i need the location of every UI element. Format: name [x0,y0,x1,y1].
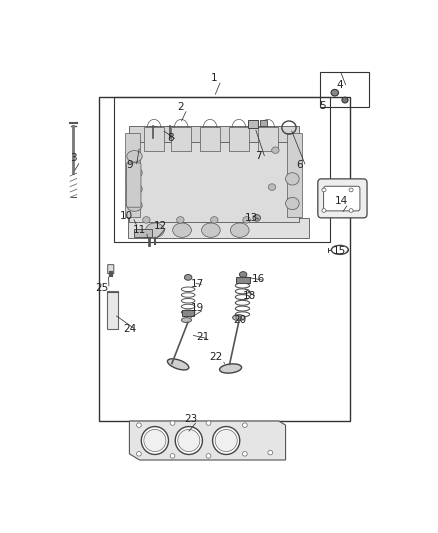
Text: 18: 18 [243,291,257,301]
Text: 23: 23 [184,414,197,424]
Ellipse shape [143,216,150,223]
Ellipse shape [144,430,166,451]
Ellipse shape [349,188,353,192]
Text: 8: 8 [167,133,173,143]
Ellipse shape [230,223,249,237]
FancyBboxPatch shape [324,186,360,211]
Ellipse shape [215,430,237,451]
Ellipse shape [137,451,141,456]
Ellipse shape [268,450,273,455]
Ellipse shape [127,183,142,195]
FancyBboxPatch shape [107,291,118,329]
FancyBboxPatch shape [125,133,140,216]
Ellipse shape [170,454,175,458]
Ellipse shape [272,147,279,154]
Text: 16: 16 [252,274,265,285]
Ellipse shape [342,97,348,103]
Text: 19: 19 [191,303,204,313]
Ellipse shape [170,421,175,425]
Text: 5: 5 [320,101,326,111]
FancyBboxPatch shape [130,125,299,142]
Text: 22: 22 [209,352,223,362]
FancyBboxPatch shape [258,127,278,151]
Ellipse shape [211,216,218,223]
Ellipse shape [175,426,202,455]
Ellipse shape [173,223,191,237]
Ellipse shape [331,90,339,96]
Ellipse shape [206,421,211,425]
Ellipse shape [201,223,220,237]
FancyBboxPatch shape [229,127,249,151]
Text: 14: 14 [335,197,348,206]
Ellipse shape [243,216,250,223]
Text: 7: 7 [255,151,262,161]
FancyBboxPatch shape [286,133,301,216]
Bar [99,97,350,421]
Ellipse shape [240,277,246,281]
Ellipse shape [141,426,169,455]
Text: 17: 17 [191,279,204,288]
FancyBboxPatch shape [127,163,141,207]
FancyBboxPatch shape [108,265,114,273]
Ellipse shape [206,454,211,458]
Text: 1: 1 [211,74,218,83]
Ellipse shape [349,208,353,212]
Text: 21: 21 [196,332,209,342]
Ellipse shape [127,150,142,162]
Text: 24: 24 [123,324,136,334]
Ellipse shape [243,423,247,427]
FancyBboxPatch shape [128,218,309,238]
Ellipse shape [322,188,326,192]
FancyBboxPatch shape [134,229,152,237]
Ellipse shape [253,215,261,221]
Ellipse shape [184,274,192,280]
FancyBboxPatch shape [318,179,367,218]
Text: 4: 4 [336,80,343,90]
Ellipse shape [322,208,326,212]
Text: 3: 3 [70,154,77,163]
FancyBboxPatch shape [248,120,258,128]
Ellipse shape [233,314,245,320]
Text: 20: 20 [233,316,246,326]
Ellipse shape [243,451,247,456]
Text: 25: 25 [95,282,109,293]
Text: 10: 10 [120,211,133,221]
Bar [114,97,330,243]
FancyBboxPatch shape [171,127,191,151]
Ellipse shape [127,200,142,211]
Ellipse shape [236,316,242,319]
Text: 15: 15 [333,246,346,256]
FancyBboxPatch shape [130,140,299,222]
Ellipse shape [268,184,276,190]
FancyBboxPatch shape [144,127,164,151]
Text: 12: 12 [153,221,166,231]
Ellipse shape [137,423,141,427]
FancyBboxPatch shape [236,277,250,283]
Ellipse shape [177,216,184,223]
Text: 6: 6 [296,159,303,169]
Ellipse shape [181,318,191,322]
Ellipse shape [127,167,142,179]
FancyBboxPatch shape [182,310,194,316]
Polygon shape [130,421,286,460]
Ellipse shape [212,426,240,455]
Text: 2: 2 [177,102,184,112]
Text: 13: 13 [245,213,258,223]
Ellipse shape [145,223,164,237]
Ellipse shape [286,173,299,185]
FancyBboxPatch shape [260,120,267,126]
FancyBboxPatch shape [200,127,220,151]
Text: 11: 11 [133,225,146,235]
Ellipse shape [286,197,299,209]
Ellipse shape [219,364,242,373]
Ellipse shape [178,430,200,451]
Ellipse shape [240,272,247,277]
Text: 9: 9 [126,159,133,169]
Bar [320,72,369,107]
Ellipse shape [167,359,189,370]
